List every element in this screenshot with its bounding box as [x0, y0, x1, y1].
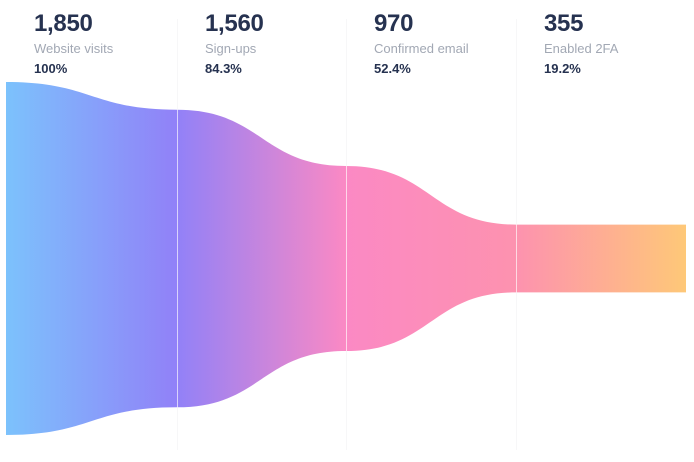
stage-value: 1,560 [205, 10, 264, 37]
stage-percent: 100% [34, 61, 68, 76]
stage-percent: 19.2% [544, 61, 581, 76]
stage-label: Confirmed email [374, 41, 469, 56]
stage-label: Sign-ups [205, 41, 257, 56]
stage-header-enabled-2fa: 355 Enabled 2FA 19.2% [516, 10, 694, 77]
stage-header-sign-ups: 1,560 Sign-ups 84.3% [177, 10, 346, 77]
stage-value: 970 [374, 10, 414, 37]
stage-divider-overlay [516, 19, 517, 450]
stage-divider-overlay [177, 19, 178, 450]
stage-label: Enabled 2FA [544, 41, 619, 56]
stage-header-confirmed-email: 970 Confirmed email 52.4% [346, 10, 516, 77]
stage-value: 1,850 [34, 10, 93, 37]
stage-divider-overlay [346, 19, 347, 450]
stage-header-website-visits: 1,850 Website visits 100% [6, 10, 177, 77]
stage-label: Website visits [34, 41, 114, 56]
stage-percent: 84.3% [205, 61, 242, 76]
stage-value: 355 [544, 10, 584, 37]
stage-percent: 52.4% [374, 61, 411, 76]
